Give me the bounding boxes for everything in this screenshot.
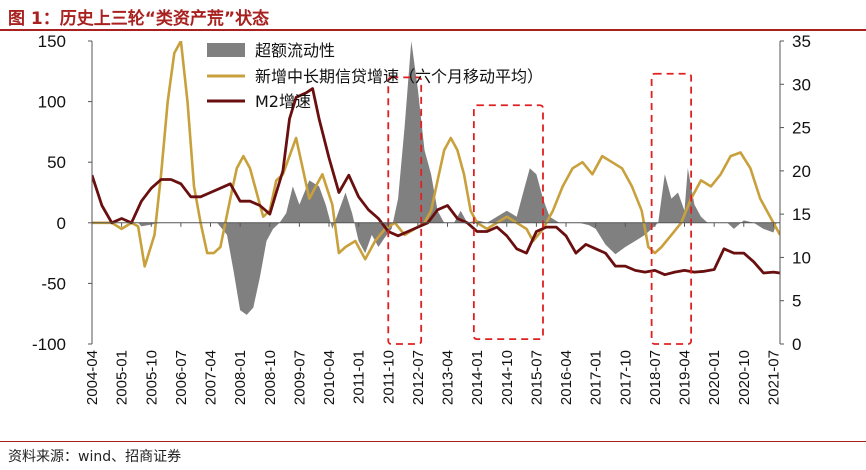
x-tick-label: 2011-10	[380, 350, 397, 404]
y-right-tick-label: 35	[792, 32, 811, 51]
y-right-tick-label: 10	[792, 248, 811, 267]
x-tick-label: 2013-04	[440, 350, 457, 405]
chart-title: 图 1：历史上三轮“类资产荒”状态	[8, 9, 270, 29]
y-left-tick-label: 100	[38, 93, 66, 112]
title-rule	[0, 29, 866, 31]
y-left-tick-label: -100	[32, 335, 66, 354]
x-tick-label: 2009-07	[291, 350, 308, 405]
x-tick-label: 2008-01	[232, 350, 249, 405]
x-tick-label: 2020-01	[706, 350, 723, 405]
y-right-tick-label: 15	[792, 205, 811, 224]
x-tick-label: 2007-04	[203, 350, 220, 405]
x-tick-label: 2014-10	[499, 350, 516, 405]
x-tick-label: 2014-01	[469, 350, 486, 405]
bottom-rule	[0, 441, 866, 442]
y-right-tick-label: 5	[792, 292, 801, 311]
x-tick-label: 2010-04	[321, 350, 338, 405]
y-left-tick-label: 50	[47, 153, 66, 172]
y-right-tick-label: 0	[792, 335, 801, 354]
x-tick-label: 2012-07	[410, 350, 427, 405]
x-tick-label: 2015-07	[528, 350, 545, 405]
title-bar: 图 1：历史上三轮“类资产荒”状态	[0, 0, 866, 31]
x-tick-label: 2006-07	[173, 350, 190, 405]
x-tick-label: 2008-10	[262, 350, 279, 405]
y-left-tick-label: 0	[57, 214, 66, 233]
y-left-tick-label: -50	[41, 274, 66, 293]
annotation-box-1	[387, 76, 423, 345]
y-right-tick-label: 30	[792, 75, 811, 94]
annotation-box-3	[650, 72, 693, 345]
x-tick-label: 2018-07	[647, 350, 664, 405]
legend-swatch-excess-liquidity	[207, 43, 245, 57]
y-right-tick-label: 25	[792, 119, 811, 138]
x-tick-label: 2020-10	[736, 350, 753, 405]
x-tick-label: 2019-04	[677, 350, 694, 405]
y-right-tick-label: 20	[792, 162, 811, 181]
x-tick-label: 2011-01	[351, 350, 368, 404]
y-left-tick-label: 150	[38, 32, 66, 51]
x-tick-label: 2004-04	[84, 350, 101, 405]
legend-label-credit-growth: 新增中长期信贷增速（六个月移动平均）	[255, 67, 543, 86]
x-tick-label: 2005-01	[114, 350, 131, 405]
series-m2-growth-line	[92, 87, 780, 277]
x-tick-label: 2017-01	[588, 350, 605, 405]
x-tick-label: 2017-10	[617, 350, 634, 405]
series-excess-liquidity-area	[92, 41, 777, 315]
chart: -100 -50 0 50 100 150 0 5 10 15 20 25 30 35 2004-04 200…	[32, 32, 811, 405]
legend-label-excess-liquidity: 超额流动性	[255, 41, 335, 60]
legend-label-m2-growth: M2增速	[255, 92, 311, 111]
x-tick-label: 2016-04	[558, 350, 575, 405]
x-tick-label: 2005-10	[143, 350, 160, 405]
annotation-box-2	[472, 104, 544, 341]
source-note: 资料来源：wind、招商证券	[8, 449, 182, 465]
x-tick-label: 2021-07	[765, 350, 782, 405]
